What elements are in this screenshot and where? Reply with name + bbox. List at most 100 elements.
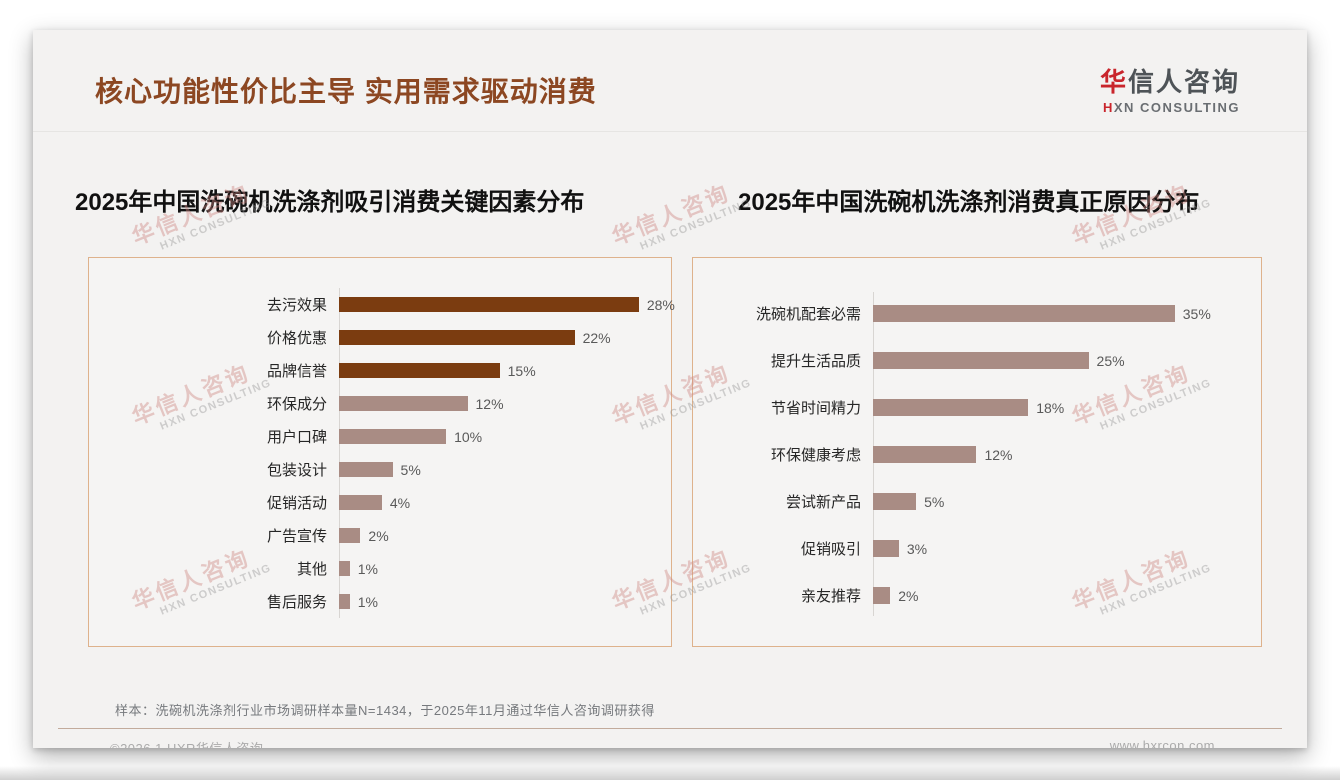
- bar-row: 广告宣传 2%: [89, 519, 671, 552]
- value-label: 5%: [400, 461, 421, 478]
- bar-row: 促销吸引 3%: [693, 525, 1261, 572]
- chart-left-title: 2025年中国洗碗机洗涤剂吸引消费关键因素分布: [75, 189, 585, 216]
- bar-plot-area: 1%: [339, 561, 671, 577]
- value-label: 35%: [1182, 305, 1211, 322]
- bar-plot-area: 2%: [339, 528, 671, 544]
- value-label: 1%: [357, 593, 378, 610]
- bar: [339, 528, 361, 543]
- bar-plot-area: 3%: [873, 540, 1261, 557]
- chart-right-title: 2025年中国洗碗机洗涤剂消费真正原因分布: [738, 189, 1200, 216]
- bar-row: 节省时间精力 18%: [693, 384, 1261, 431]
- website-url: www.hxrcon.com: [1109, 738, 1215, 748]
- chart-left: 2025年中国洗碗机洗涤剂吸引消费关键因素分布 去污效果 28% 价格优惠 22% 品牌…: [75, 182, 675, 647]
- bar-row: 尝试新产品 5%: [693, 478, 1261, 525]
- category-label: 售后服务: [266, 594, 327, 611]
- bar-row: 售后服务 1%: [89, 585, 671, 618]
- bar: [873, 446, 977, 463]
- bar-row: 环保成分 12%: [89, 387, 671, 420]
- bar: [339, 363, 500, 378]
- bar-plot-area: 35%: [873, 305, 1261, 322]
- bar-row: 提升生活品质 25%: [693, 337, 1261, 384]
- bar-row: 价格优惠 22%: [89, 321, 671, 354]
- logo-chinese-text: 华信人咨询: [1100, 62, 1240, 99]
- bar-row: 促销活动 4%: [89, 486, 671, 519]
- page-title: 核心功能性价比主导 实用需求驱动消费: [95, 76, 597, 107]
- category-label: 去污效果: [266, 297, 327, 314]
- bar-plot-area: 18%: [873, 399, 1261, 416]
- value-label: 3%: [906, 540, 928, 557]
- logo-en-rest: XN CONSULTING: [1113, 100, 1240, 115]
- header: 核心功能性价比主导 实用需求驱动消费 华信人咨询 HXN CONSULTING: [33, 30, 1307, 115]
- bar-row: 用户口碑 10%: [89, 420, 671, 453]
- report-slide: 核心功能性价比主导 实用需求驱动消费 华信人咨询 HXN CONSULTING …: [33, 30, 1307, 748]
- value-label: 12%: [984, 446, 1013, 463]
- value-label: 18%: [1036, 399, 1065, 416]
- bar-row: 其他 1%: [89, 552, 671, 585]
- bar-plot-area: 10%: [339, 429, 671, 445]
- category-label: 尝试新产品: [785, 494, 861, 511]
- category-label: 品牌信誉: [266, 363, 327, 380]
- category-label: 提升生活品质: [770, 353, 861, 370]
- bar-row: 包装设计 5%: [89, 453, 671, 486]
- bar-plot-area: 15%: [339, 363, 671, 379]
- company-logo: 华信人咨询 HXN CONSULTING: [1100, 62, 1240, 115]
- bar-plot-area: 28%: [339, 297, 675, 313]
- value-label: 10%: [454, 428, 483, 445]
- bar: [873, 540, 899, 557]
- bar: [339, 462, 393, 477]
- bar: [873, 399, 1029, 416]
- bar-row: 洗碗机配套必需 35%: [693, 290, 1261, 337]
- value-label: 4%: [389, 494, 411, 511]
- category-label: 节省时间精力: [770, 400, 861, 417]
- category-label: 亲友推荐: [800, 588, 861, 605]
- bar-row: 环保健康考虑 12%: [693, 431, 1261, 478]
- category-label: 其他: [296, 561, 327, 578]
- chart-left-panel: 去污效果 28% 价格优惠 22% 品牌信誉 15% 环保成分 12% 用户口碑 10% 包装设计 5…: [88, 257, 675, 647]
- value-label: 25%: [1096, 352, 1125, 369]
- bar-row: 品牌信誉 15%: [89, 354, 671, 387]
- bar: [339, 429, 447, 444]
- bar: [873, 352, 1089, 369]
- bar-plot-area: 4%: [339, 495, 671, 511]
- header-divider: [33, 131, 1307, 132]
- chart-right-panel: 洗碗机配套必需 35% 提升生活品质 25% 节省时间精力 18% 环保健康考虑 12% 尝试新…: [692, 257, 1262, 647]
- copyright-text: ©2026.1 HXR华信人咨询: [110, 738, 263, 748]
- value-label: 12%: [475, 395, 504, 412]
- category-label: 促销活动: [266, 495, 327, 512]
- category-label: 洗碗机配套必需: [755, 306, 861, 323]
- category-label: 环保健康考虑: [770, 447, 861, 464]
- value-label: 5%: [924, 493, 945, 510]
- bar-plot-area: 5%: [873, 493, 1261, 510]
- value-label: 2%: [368, 527, 389, 544]
- bar: [873, 305, 1175, 322]
- bar: [339, 594, 350, 609]
- bar: [339, 396, 468, 411]
- logo-en-accent: H: [1102, 100, 1114, 115]
- value-label: 22%: [582, 329, 611, 346]
- bar-row: 亲友推荐 2%: [693, 572, 1261, 619]
- bar-plot-area: 12%: [873, 446, 1261, 463]
- category-label: 价格优惠: [266, 330, 327, 347]
- category-label: 包装设计: [266, 462, 327, 479]
- bar-plot-area: 2%: [873, 587, 1261, 604]
- logo-cn-rest: 信人咨询: [1127, 67, 1240, 97]
- bar: [339, 330, 575, 345]
- bar: [339, 495, 382, 510]
- bar-plot-area: 25%: [873, 352, 1261, 369]
- bar: [339, 297, 639, 312]
- bar-plot-area: 12%: [339, 396, 671, 412]
- value-label: 15%: [507, 362, 536, 379]
- value-label: 2%: [898, 587, 919, 604]
- logo-cn-accent: 华: [1099, 67, 1128, 97]
- bar: [339, 561, 350, 576]
- value-label: 28%: [646, 296, 675, 313]
- footer-divider: [58, 728, 1282, 729]
- value-label: 1%: [357, 560, 378, 577]
- chart-right: 2025年中国洗碗机洗涤剂消费真正原因分布 洗碗机配套必需 35% 提升生活品质 25…: [692, 182, 1262, 647]
- charts-section: 2025年中国洗碗机洗涤剂吸引消费关键因素分布 去污效果 28% 价格优惠 22% 品牌…: [33, 132, 1307, 647]
- category-label: 广告宣传: [266, 528, 327, 545]
- bar-row: 去污效果 28%: [89, 288, 675, 321]
- bar-plot-area: 1%: [339, 594, 671, 610]
- footer: ©2026.1 HXR华信人咨询 www.hxrcon.com: [33, 729, 1307, 748]
- category-label: 促销吸引: [800, 541, 861, 558]
